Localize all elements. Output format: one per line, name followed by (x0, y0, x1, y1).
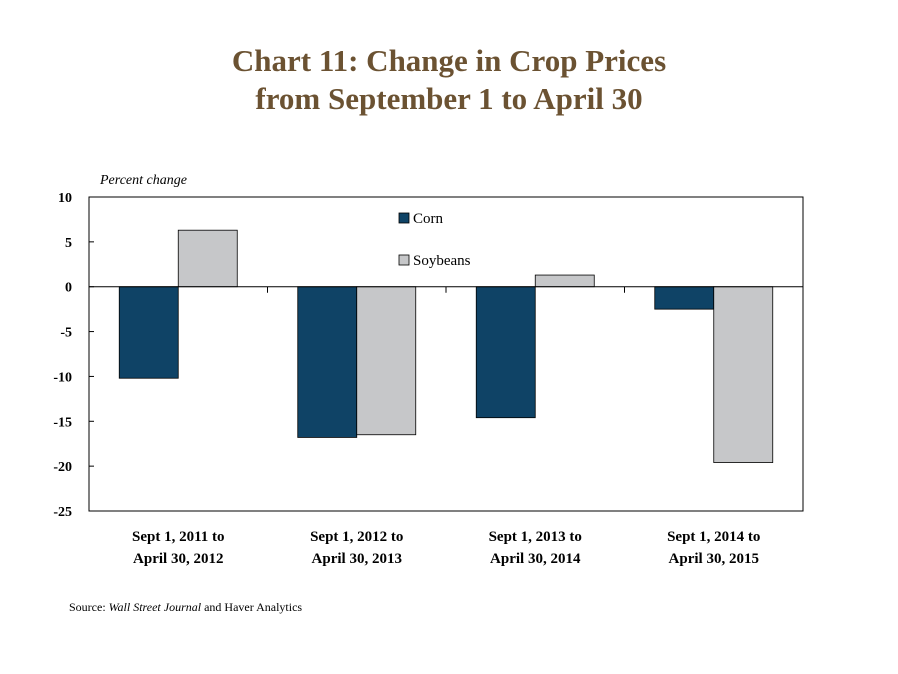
x-tick-label: Sept 1, 2013 to (489, 529, 582, 545)
soybeans-bar (534, 274, 595, 288)
y-tick-label: -5 (60, 326, 72, 341)
x-tick-label: Sept 1, 2011 to (132, 529, 225, 545)
x-tick-label: April 30, 2014 (490, 551, 581, 567)
soybeans-bar (177, 229, 238, 288)
y-tick-label: 0 (65, 281, 72, 296)
source-note: Source: Wall Street Journal and Haver An… (69, 600, 302, 615)
y-tick-label: -15 (53, 415, 72, 430)
source-suffix: and Haver Analytics (201, 600, 303, 614)
corn-bar (297, 286, 358, 438)
x-tick-label: April 30, 2013 (312, 551, 402, 567)
soybeans-bar (356, 286, 417, 436)
corn-legend-swatch (398, 212, 410, 224)
corn-bar (118, 286, 179, 379)
x-tick-label: April 30, 2012 (133, 551, 223, 567)
plot-frame (88, 196, 804, 512)
soybeans-bar (713, 286, 774, 463)
title-line-2: from September 1 to April 30 (255, 81, 643, 116)
y-tick-label: 10 (58, 191, 72, 206)
chart-title: Chart 11: Change in Crop Prices from Sep… (0, 42, 898, 118)
y-tick-label: -25 (53, 505, 72, 520)
x-tick-label: Sept 1, 2012 to (310, 529, 403, 545)
corn-legend-label: Corn (413, 211, 444, 227)
x-tick-label: April 30, 2015 (669, 551, 759, 567)
y-tick-label: -20 (53, 460, 72, 475)
x-tick-label: Sept 1, 2014 to (667, 529, 760, 545)
source-prefix: Source: (69, 600, 109, 614)
title-line-1: Chart 11: Change in Crop Prices (231, 43, 667, 78)
corn-bar (475, 286, 536, 419)
y-tick-label: 5 (65, 236, 72, 251)
corn-bar (654, 286, 715, 310)
soybeans-legend-label: Soybeans (413, 253, 471, 269)
y-tick-label: -10 (53, 370, 72, 385)
source-publication: Wall Street Journal (108, 600, 202, 614)
y-axis-label: Percent change (99, 173, 187, 188)
soybeans-legend-swatch (398, 254, 410, 266)
